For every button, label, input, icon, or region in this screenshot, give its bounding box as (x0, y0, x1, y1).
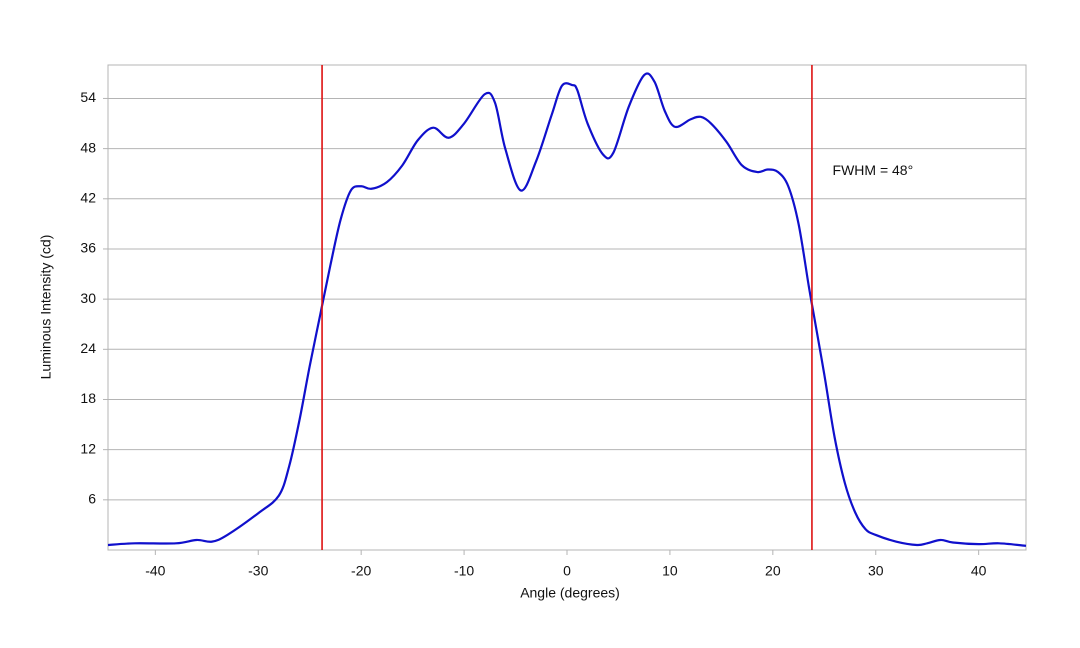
x-tick-label: -20 (351, 563, 371, 579)
x-tick-label: 40 (971, 563, 987, 579)
x-axis-label: Angle (degrees) (520, 585, 620, 601)
y-tick-label: 12 (80, 440, 96, 456)
y-tick-label: 24 (80, 340, 96, 356)
y-tick-label: 54 (80, 89, 96, 105)
annotation: FWHM = 48° (833, 162, 914, 178)
x-tick-label: -30 (248, 563, 268, 579)
y-tick-label: 6 (88, 491, 96, 507)
x-tick-label: 10 (662, 563, 678, 579)
x-tick-label: -10 (454, 563, 474, 579)
y-tick-label: 36 (80, 240, 96, 256)
x-tick-label: 20 (765, 563, 781, 579)
y-tick-label: 42 (80, 189, 96, 205)
x-tick-label: -40 (145, 563, 165, 579)
plot-frame (107, 64, 1027, 551)
x-tick-label: 30 (868, 563, 884, 579)
y-tick-label: 18 (80, 390, 96, 406)
y-tick-label: 48 (80, 139, 96, 155)
x-tick-label: 0 (563, 563, 571, 579)
y-tick-label: 30 (80, 290, 96, 306)
data-line (107, 72, 1027, 547)
y-axis-label: Luminous Intensity (cd) (38, 235, 54, 380)
